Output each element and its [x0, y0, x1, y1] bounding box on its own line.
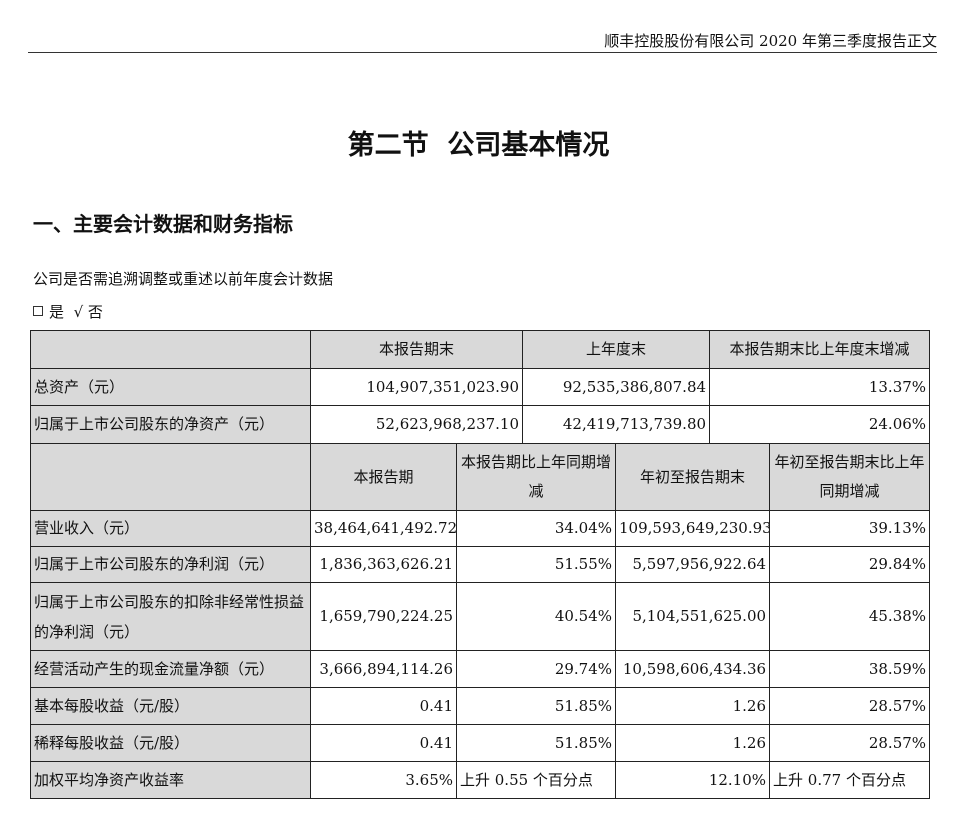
- subsection-title: 一、主要会计数据和财务指标: [33, 212, 293, 236]
- table-header: 年初至报告期末: [615, 443, 771, 511]
- report-header: 顺丰控股股份有限公司 2020 年第三季度报告正文: [604, 32, 937, 50]
- table1-corner: [30, 330, 311, 369]
- row-label: 营业收入（元）: [30, 510, 311, 547]
- restatement-question: 公司是否需追溯调整或重述以前年度会计数据: [33, 270, 334, 288]
- row-label: 基本每股收益（元/股）: [30, 687, 311, 725]
- answer-yes: 是: [49, 303, 65, 321]
- table-header: 本报告期: [310, 443, 457, 511]
- row-label: 归属于上市公司股东的净利润（元）: [30, 546, 311, 583]
- table-cell: 40.54%: [455, 582, 617, 651]
- table-header: 年初至报告期末比上年同期增减: [769, 443, 931, 511]
- table-cell: 42,419,713,739.80: [522, 405, 711, 444]
- row-label: 归属于上市公司股东的净资产（元）: [30, 405, 311, 444]
- table-row: 经营活动产生的现金流量净额（元） 3,666,894,114.26 29.74%…: [30, 650, 931, 688]
- row-label: 稀释每股收益（元/股）: [30, 724, 311, 762]
- table-row: 归属于上市公司股东的净资产（元） 52,623,968,237.10 42,41…: [30, 405, 931, 444]
- row-label: 经营活动产生的现金流量净额（元）: [30, 650, 311, 688]
- table2-corner: [30, 443, 311, 511]
- table-cell: 28.57%: [769, 724, 931, 762]
- table-cell: 0.41: [310, 724, 457, 762]
- checkbox-icon: [33, 306, 43, 316]
- row-label: 加权平均净资产收益率: [30, 761, 311, 799]
- check-mark: √: [73, 303, 84, 321]
- table-cell: 5,597,956,922.64: [615, 546, 771, 583]
- table-cell: 29.74%: [455, 650, 617, 688]
- table-cell: 29.84%: [769, 546, 931, 583]
- table-cell: 39.13%: [769, 510, 931, 547]
- table-row: 归属于上市公司股东的扣除非经常性损益的净利润（元） 1,659,790,224.…: [30, 582, 931, 651]
- row-label: 总资产（元）: [30, 368, 311, 406]
- table1-header-row: 本报告期末 上年度末 本报告期末比上年度末增减: [30, 330, 931, 369]
- table-cell: 28.57%: [769, 687, 931, 725]
- table-cell: 上升 0.55 个百分点: [455, 761, 617, 799]
- table-cell: 45.38%: [769, 582, 931, 651]
- table-cell: 38.59%: [769, 650, 931, 688]
- header-divider: [28, 52, 937, 53]
- table-cell: 3,666,894,114.26: [310, 650, 457, 688]
- table-row: 归属于上市公司股东的净利润（元） 1,836,363,626.21 51.55%…: [30, 546, 931, 583]
- section-title: 第二节 公司基本情况: [347, 130, 610, 161]
- table-cell: 24.06%: [709, 405, 931, 444]
- table-cell: 12.10%: [615, 761, 771, 799]
- restatement-answer: 是 √ 否: [33, 301, 103, 322]
- table-cell: 34.04%: [455, 510, 617, 547]
- financial-indicators-table: 本报告期末 上年度末 本报告期末比上年度末增减 总资产（元） 104,907,3…: [30, 330, 931, 799]
- row-label: 归属于上市公司股东的扣除非经常性损益的净利润（元）: [30, 582, 311, 651]
- answer-no: 否: [87, 303, 103, 321]
- table-cell: 51.55%: [455, 546, 617, 583]
- table-cell: 52,623,968,237.10: [309, 405, 524, 444]
- table-header: 本报告期末: [309, 330, 524, 369]
- table-cell: 0.41: [310, 687, 457, 725]
- table-cell: 1.26: [615, 687, 771, 725]
- table-cell: 5,104,551,625.00: [615, 582, 771, 651]
- table-cell: 92,535,386,807.84: [522, 368, 711, 406]
- table-cell: 104,907,351,023.90: [309, 368, 524, 406]
- table-header: 本报告期末比上年度末增减: [709, 330, 931, 369]
- table-cell: 51.85%: [455, 724, 617, 762]
- table-row: 加权平均净资产收益率 3.65% 上升 0.55 个百分点 12.10% 上升 …: [30, 761, 931, 799]
- table2-header-row: 本报告期 本报告期比上年同期增减 年初至报告期末 年初至报告期末比上年同期增减: [30, 443, 931, 511]
- table-row: 基本每股收益（元/股） 0.41 51.85% 1.26 28.57%: [30, 687, 931, 725]
- table-cell: 13.37%: [709, 368, 931, 406]
- table-row: 总资产（元） 104,907,351,023.90 92,535,386,807…: [30, 368, 931, 406]
- table-header: 上年度末: [522, 330, 711, 369]
- table-cell: 1.26: [615, 724, 771, 762]
- table-cell: 10,598,606,434.36: [615, 650, 771, 688]
- table-row: 营业收入（元） 38,464,641,492.72 34.04% 109,593…: [30, 510, 931, 547]
- table-header: 本报告期比上年同期增减: [455, 443, 617, 511]
- table-cell: 3.65%: [310, 761, 457, 799]
- table-cell: 1,836,363,626.21: [310, 546, 457, 583]
- table-cell: 上升 0.77 个百分点: [769, 761, 931, 799]
- table-row: 稀释每股收益（元/股） 0.41 51.85% 1.26 28.57%: [30, 724, 931, 762]
- table-cell: 109,593,649,230.93: [615, 510, 771, 547]
- table-cell: 1,659,790,224.25: [310, 582, 457, 651]
- table-cell: 38,464,641,492.72: [310, 510, 457, 547]
- table-cell: 51.85%: [455, 687, 617, 725]
